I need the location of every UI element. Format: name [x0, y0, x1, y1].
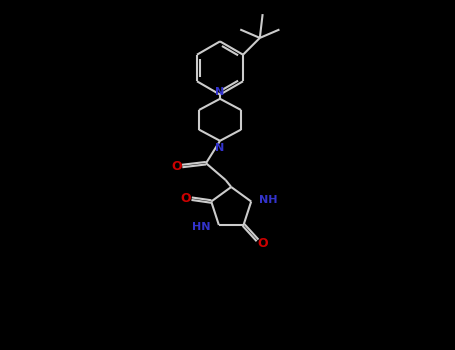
Text: HN: HN [192, 222, 211, 232]
Text: O: O [171, 160, 182, 173]
Text: O: O [180, 192, 191, 205]
Text: O: O [257, 237, 268, 250]
Text: NH: NH [259, 195, 278, 204]
Text: N: N [215, 143, 225, 153]
Text: N: N [215, 87, 225, 97]
